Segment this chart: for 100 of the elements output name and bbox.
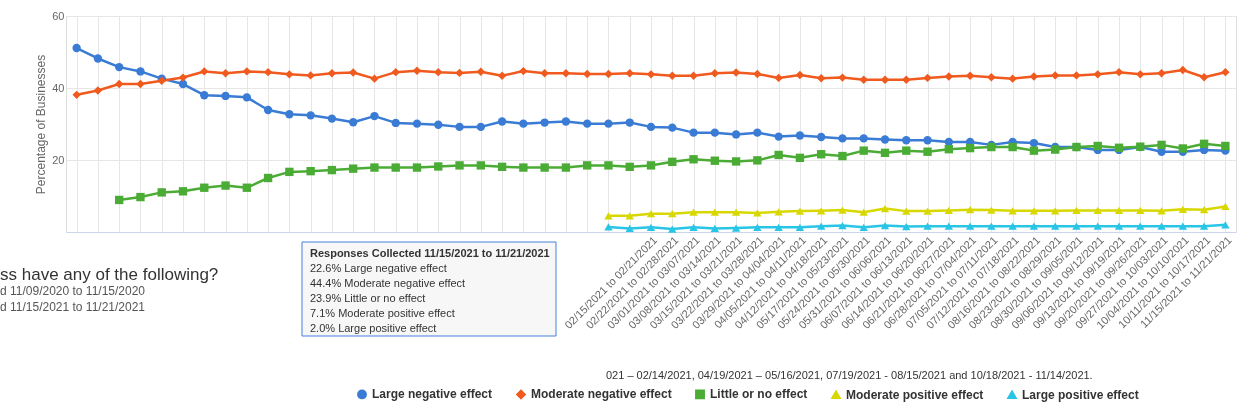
point (519, 119, 528, 128)
point (646, 223, 656, 231)
point (731, 208, 741, 216)
point (349, 164, 358, 173)
point (880, 75, 890, 84)
point (753, 223, 762, 231)
point (965, 143, 975, 153)
point (625, 162, 634, 172)
text: ss have any of the following? (0, 265, 219, 284)
point (1029, 146, 1039, 155)
point (583, 69, 592, 79)
point (1199, 139, 1209, 148)
point (1178, 222, 1187, 230)
point (1114, 67, 1124, 77)
point (561, 69, 571, 78)
point (753, 209, 762, 217)
point (646, 161, 656, 170)
legend-label: Large negative effect (372, 387, 493, 402)
point (668, 225, 677, 233)
point (540, 163, 549, 172)
point (540, 69, 549, 78)
legend-label: Little or no effect (710, 387, 808, 402)
point (540, 118, 549, 127)
point (115, 79, 124, 89)
point (221, 69, 230, 78)
point (902, 207, 911, 215)
point (285, 70, 294, 79)
point (178, 187, 188, 196)
point (1136, 206, 1145, 215)
point (774, 223, 783, 231)
point (987, 73, 996, 82)
point (497, 162, 507, 172)
point (859, 146, 868, 155)
point (561, 117, 571, 126)
point (1008, 74, 1017, 83)
point (880, 204, 890, 213)
point (285, 110, 294, 119)
point (604, 212, 613, 220)
point (349, 68, 358, 77)
point (1008, 207, 1017, 215)
point (923, 136, 932, 145)
point (497, 71, 507, 80)
point (412, 119, 422, 128)
point (944, 145, 953, 154)
point (1051, 207, 1060, 215)
point (880, 135, 890, 144)
point (519, 163, 528, 172)
point (434, 162, 443, 171)
point (1072, 206, 1081, 215)
point (753, 128, 762, 137)
point (93, 86, 103, 95)
point (391, 163, 400, 172)
point (965, 71, 975, 80)
point (327, 165, 337, 175)
point (731, 157, 741, 166)
point (817, 207, 826, 215)
point (1008, 222, 1017, 230)
point (136, 192, 145, 202)
point (157, 188, 166, 197)
point (1157, 207, 1166, 215)
point (774, 73, 783, 83)
point (1051, 222, 1060, 230)
point (859, 75, 868, 84)
point (944, 72, 953, 81)
point (731, 68, 741, 77)
point (795, 131, 805, 140)
point (434, 120, 443, 129)
point (668, 71, 677, 80)
point (1029, 222, 1039, 230)
point (902, 146, 911, 155)
point (242, 183, 251, 192)
point (178, 73, 188, 82)
point (1136, 222, 1145, 230)
point (306, 71, 315, 80)
point (646, 70, 656, 79)
text: Responses Collected 11/15/2021 to 11/21/2021 (310, 247, 550, 259)
point (1178, 205, 1187, 213)
point (710, 128, 719, 137)
point (859, 223, 868, 231)
point (1199, 73, 1209, 82)
point (817, 132, 826, 142)
point (583, 161, 592, 170)
legend-label: Large positive effect (1022, 387, 1139, 402)
point (668, 157, 677, 166)
point (476, 122, 485, 132)
point (1093, 206, 1102, 215)
y-tick-label: 60 (52, 9, 65, 22)
point (604, 161, 613, 170)
point (115, 195, 124, 205)
point (370, 74, 379, 83)
point (880, 221, 890, 230)
text: 021 – 02/14/2021, 04/19/2021 – 05/16/2021, 07/19/2021 - 08/15/2021 and 10/18/2021 - 11/14/2021. (606, 369, 1093, 381)
point (902, 136, 911, 145)
point (668, 210, 677, 218)
point (795, 207, 805, 215)
point (1072, 222, 1081, 230)
point (1157, 69, 1166, 78)
point (72, 90, 81, 100)
point (263, 67, 273, 77)
point (625, 69, 634, 78)
